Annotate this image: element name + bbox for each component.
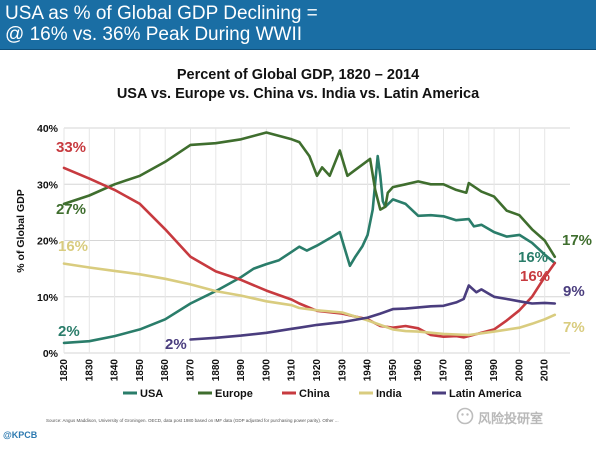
- annotation-label: 16%: [58, 238, 88, 255]
- y-tick-label: 10%: [37, 292, 59, 304]
- annotation-label: 9%: [563, 283, 585, 300]
- x-tick-label: 1850: [135, 359, 146, 382]
- x-tick-label: 1950: [388, 359, 399, 382]
- headline-line-2: @ 16% vs. 36% Peak During WWII: [5, 24, 302, 45]
- source-note: Source: Angus Maddison, University of Gr…: [46, 418, 339, 423]
- legend-label: India: [376, 388, 403, 400]
- annotation-label: 16%: [518, 249, 548, 266]
- annotation-label: 7%: [563, 319, 585, 336]
- annotation-label: 2%: [58, 323, 80, 340]
- x-tick-label: 1840: [110, 359, 121, 382]
- x-tick-label: 1930: [337, 359, 348, 382]
- watermark-icon: [456, 407, 474, 425]
- x-tick-label: 1900: [261, 359, 272, 382]
- headline-banner: USA as % of Global GDP Declining = @ 16%…: [0, 0, 596, 50]
- x-tick-label: 1890: [236, 359, 247, 382]
- x-tick-label: 1860: [160, 359, 171, 382]
- x-tick-label: 1980: [464, 359, 475, 382]
- y-tick-label: 30%: [37, 179, 59, 191]
- chart-subtitle: USA vs. Europe vs. China vs. India vs. L…: [116, 86, 480, 102]
- series-line-europe: [62, 131, 557, 259]
- annotation-label: 27%: [56, 201, 86, 218]
- annotation-label: 17%: [562, 232, 592, 249]
- annotation-label: 16%: [520, 268, 550, 285]
- y-tick-label: 20%: [37, 236, 59, 248]
- watermark: 风险投研室: [478, 412, 544, 427]
- x-tick-label: 1920: [312, 359, 323, 382]
- annotation-label: 33%: [56, 139, 86, 156]
- series-line-india: [62, 262, 557, 337]
- annotation-label: 2%: [165, 336, 187, 353]
- x-tick-label: 1820: [59, 359, 70, 382]
- x-tick-label: 1970: [439, 359, 450, 382]
- legend-label: China: [299, 388, 330, 400]
- x-tick-label: 1910: [287, 359, 298, 382]
- chart-title: Percent of Global GDP, 1820 – 2014: [176, 67, 420, 83]
- x-tick-label: 1880: [211, 359, 222, 382]
- legend-label: USA: [140, 388, 163, 400]
- legend-label: Europe: [215, 388, 253, 400]
- x-tick-label: 1830: [84, 359, 95, 382]
- series-line-china: [62, 166, 557, 339]
- x-tick-label: 1990: [489, 359, 500, 382]
- x-tick-label: 1960: [413, 359, 424, 382]
- x-tick-label: 2010: [540, 359, 551, 382]
- y-tick-label: 0%: [43, 348, 59, 360]
- y-tick-label: 40%: [37, 123, 59, 135]
- x-tick-label: 2000: [514, 359, 525, 382]
- brand-mark: @KPCB: [3, 430, 38, 440]
- x-tick-label: 1940: [363, 359, 374, 382]
- x-tick-label: 1870: [186, 359, 197, 382]
- series-line-latin-america: [189, 284, 557, 341]
- headline-line-1: USA as % of Global GDP Declining =: [5, 3, 318, 24]
- legend-label: Latin America: [449, 388, 522, 400]
